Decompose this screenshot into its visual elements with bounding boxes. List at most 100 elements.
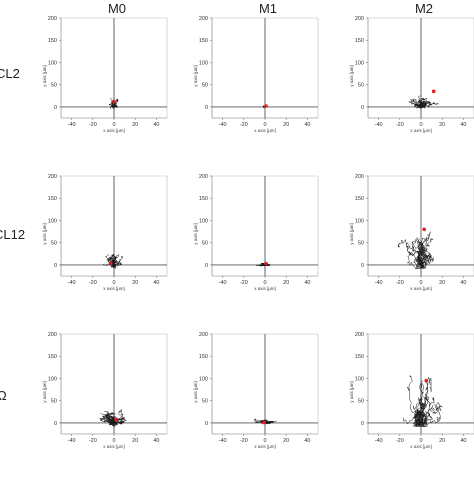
- y-axis-title: y axis [µm]: [42, 223, 47, 245]
- y-tick-label: 150: [355, 38, 364, 44]
- x-tick-label: 20: [283, 122, 289, 128]
- y-tick-label: 150: [48, 354, 57, 360]
- y-tick-label: 100: [355, 376, 364, 382]
- x-axis-title: x axis [µm]: [103, 444, 125, 449]
- y-tick-label: 50: [202, 241, 208, 247]
- x-tick-label: 20: [132, 122, 138, 128]
- x-tick-label: -40: [375, 280, 383, 286]
- x-tick-label: 40: [304, 122, 310, 128]
- y-tick-label: 200: [199, 16, 208, 22]
- x-tick-label: 40: [304, 280, 310, 286]
- center-of-mass-point: [425, 379, 429, 383]
- x-tick-label: -20: [240, 438, 248, 444]
- y-tick-label: 0: [205, 105, 208, 111]
- y-tick-label: 0: [361, 263, 364, 269]
- y-tick-label: 200: [199, 174, 208, 180]
- y-tick-label: 100: [48, 376, 57, 382]
- y-axis-title: y axis [µm]: [349, 65, 354, 87]
- y-tick-label: 200: [355, 16, 364, 22]
- column-header-m2: M2: [415, 1, 433, 16]
- x-tick-label: -40: [68, 280, 76, 286]
- y-tick-label: 200: [48, 174, 57, 180]
- x-tick-label: 40: [304, 438, 310, 444]
- y-tick-label: 150: [48, 196, 57, 202]
- x-axis-title: x axis [µm]: [103, 286, 125, 291]
- y-tick-label: 100: [355, 60, 364, 66]
- y-tick-label: 150: [199, 196, 208, 202]
- center-of-mass-point: [422, 228, 426, 232]
- center-of-mass-point: [112, 100, 116, 104]
- y-axis-title: y axis [µm]: [349, 381, 354, 403]
- y-tick-label: 100: [199, 60, 208, 66]
- x-axis-title: x axis [µm]: [410, 286, 432, 291]
- y-tick-label: 100: [199, 218, 208, 224]
- x-tick-label: 40: [460, 122, 466, 128]
- y-tick-label: 50: [51, 83, 57, 89]
- column-header-m0: M0: [108, 1, 126, 16]
- x-tick-label: -20: [396, 122, 404, 128]
- y-tick-label: 150: [355, 354, 364, 360]
- row-header-cl12: CL12: [0, 227, 25, 242]
- y-tick-label: 50: [202, 83, 208, 89]
- center-of-mass-point: [262, 421, 266, 425]
- y-tick-label: 100: [48, 60, 57, 66]
- y-axis-title: y axis [µm]: [193, 381, 198, 403]
- y-axis-title: y axis [µm]: [42, 381, 47, 403]
- x-tick-label: -20: [89, 438, 97, 444]
- x-tick-label: 20: [132, 280, 138, 286]
- y-tick-label: 200: [199, 332, 208, 338]
- x-tick-label: -20: [396, 280, 404, 286]
- x-tick-label: -40: [68, 438, 76, 444]
- center-of-mass-point: [264, 104, 268, 108]
- y-tick-label: 150: [199, 354, 208, 360]
- x-tick-label: 20: [439, 438, 445, 444]
- row-headers: CL2 CL12 Ω: [0, 66, 25, 403]
- x-tick-label: -20: [89, 122, 97, 128]
- x-tick-label: -40: [219, 280, 227, 286]
- x-tick-label: -40: [68, 122, 76, 128]
- row-header-omega: Ω: [0, 388, 7, 403]
- y-tick-label: 200: [48, 332, 57, 338]
- x-tick-label: -40: [375, 438, 383, 444]
- center-of-mass-point: [109, 262, 113, 266]
- y-tick-label: 0: [205, 263, 208, 269]
- y-tick-label: 150: [355, 196, 364, 202]
- y-axis-title: y axis [µm]: [193, 223, 198, 245]
- y-axis-title: y axis [µm]: [193, 65, 198, 87]
- y-tick-label: 200: [355, 174, 364, 180]
- x-axis-title: x axis [µm]: [254, 128, 276, 133]
- center-of-mass-point: [432, 90, 436, 94]
- y-tick-label: 0: [361, 105, 364, 111]
- x-tick-label: -40: [375, 122, 383, 128]
- x-tick-label: 20: [283, 438, 289, 444]
- x-tick-label: 40: [460, 280, 466, 286]
- y-tick-label: 50: [202, 399, 208, 405]
- x-tick-label: 20: [132, 438, 138, 444]
- y-tick-label: 0: [361, 421, 364, 427]
- x-tick-label: -40: [219, 122, 227, 128]
- y-tick-label: 50: [51, 399, 57, 405]
- x-tick-label: 40: [460, 438, 466, 444]
- y-tick-label: 50: [358, 241, 364, 247]
- x-tick-label: -20: [240, 122, 248, 128]
- x-axis-title: x axis [µm]: [254, 286, 276, 291]
- y-axis-title: y axis [µm]: [349, 223, 354, 245]
- x-tick-label: -20: [89, 280, 97, 286]
- y-tick-label: 50: [358, 399, 364, 405]
- column-header-m1: M1: [259, 1, 277, 16]
- x-axis-title: x axis [µm]: [254, 444, 276, 449]
- y-tick-label: 200: [48, 16, 57, 22]
- y-tick-label: 0: [205, 421, 208, 427]
- x-tick-label: 20: [439, 280, 445, 286]
- center-of-mass-point: [114, 418, 118, 422]
